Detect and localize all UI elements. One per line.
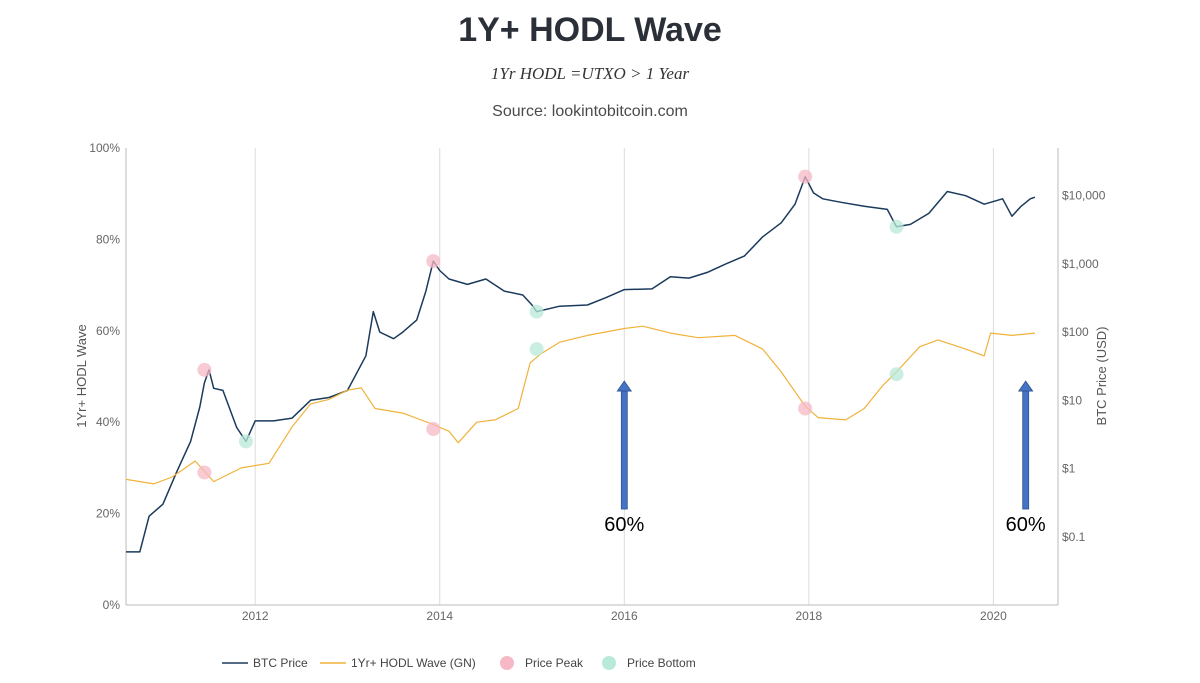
vertical-gridlines [254, 148, 994, 605]
legend-swatch-price-bottom [602, 656, 616, 670]
y-right-tick-label: $100 [1062, 325, 1089, 339]
y-right-axis-label: BTC Price (USD) [1094, 327, 1109, 426]
x-tick-label: 2018 [795, 609, 822, 623]
y-right-tick-label: $1,000 [1062, 257, 1099, 271]
series-line-btc-price [126, 175, 1036, 553]
price-peak-marker-hodl [197, 465, 212, 480]
price-peak-marker-price [197, 362, 212, 377]
chart-source: Source: lookintobitcoin.com [492, 103, 688, 120]
y-left-tick-label: 60% [96, 324, 120, 338]
left-axis-ticks: 0% 20% 40% 60% 80% 100% [89, 141, 120, 612]
annotation-layer: 60% 60% [604, 380, 1046, 536]
chart-subtitle: 1Yr HODL =UTXO > 1 Year [491, 64, 690, 83]
price-bottom-marker-price [238, 434, 253, 449]
y-left-tick-label: 40% [96, 415, 120, 429]
y-left-tick-label: 100% [89, 141, 120, 155]
price-bottom-marker-price [529, 304, 544, 319]
marker-layer [197, 169, 904, 480]
legend-item-price-bottom[interactable]: Price Bottom [602, 656, 696, 670]
legend-item-btc-price[interactable]: BTC Price [222, 656, 308, 670]
annotation-arrow-head [1017, 380, 1034, 392]
legend-label-btc-price: BTC Price [253, 656, 308, 670]
y-right-tick-label: $10,000 [1062, 189, 1106, 203]
y-left-tick-label: 20% [96, 507, 120, 521]
legend-item-price-peak[interactable]: Price Peak [500, 656, 584, 670]
chart-title: 1Y+ HODL Wave [458, 11, 722, 49]
price-peak-marker-price [426, 254, 441, 269]
legend-label-price-bottom: Price Bottom [627, 656, 696, 670]
annotation-label: 60% [604, 514, 644, 536]
price-bottom-marker-hodl [529, 342, 544, 357]
y-right-tick-label: $10 [1062, 393, 1082, 407]
price-bottom-marker-price [889, 219, 904, 234]
y-left-axis-label: 1Yr+ HODL Wave [74, 324, 89, 427]
legend-item-hodl-wave[interactable]: 1Yr+ HODL Wave (GN) [320, 656, 476, 670]
annotation-arrow-head [616, 380, 633, 392]
price-bottom-marker-hodl [889, 367, 904, 382]
x-tick-label: 2012 [242, 609, 269, 623]
x-tick-label: 2014 [426, 609, 453, 623]
y-right-tick-label: $0.1 [1062, 530, 1086, 544]
price-peak-marker-price [798, 169, 813, 184]
annotation-arrow-shaft [620, 390, 628, 510]
x-axis-ticks: 2012 2014 2016 2018 2020 [242, 609, 1007, 623]
annotation-label: 60% [1006, 514, 1046, 536]
y-right-tick-label: $1 [1062, 462, 1076, 476]
y-left-tick-label: 80% [96, 232, 120, 246]
legend: BTC Price 1Yr+ HODL Wave (GN) Price Peak… [222, 656, 696, 670]
x-tick-label: 2016 [611, 609, 638, 623]
right-axis-ticks: $0.1 $1 $10 $100 $1,000 $10,000 [1062, 189, 1106, 544]
price-peak-marker-hodl [798, 401, 813, 416]
x-tick-label: 2020 [980, 609, 1007, 623]
y-left-tick-label: 0% [103, 598, 121, 612]
legend-swatch-price-peak [500, 656, 514, 670]
legend-label-hodl-wave: 1Yr+ HODL Wave (GN) [351, 656, 476, 670]
legend-label-price-peak: Price Peak [525, 656, 584, 670]
series-line-1yr-hodl-wave-gn [125, 325, 1035, 485]
price-peak-marker-hodl [426, 422, 441, 437]
annotation-arrow-shaft [1022, 390, 1030, 510]
